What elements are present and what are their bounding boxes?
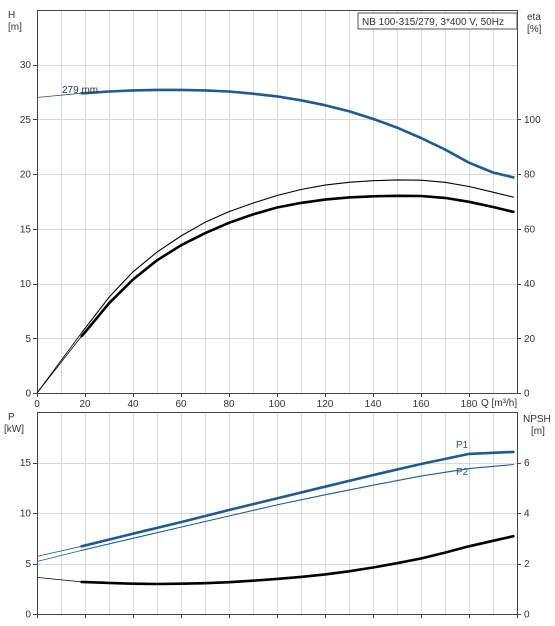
panel2-left-tick-label: 10 xyxy=(20,509,32,520)
chart-title: NB 100-315/279, 3*400 V, 50Hz xyxy=(362,17,504,28)
label-layer: NB 100-315/279, 3*400 V, 50Hz H [m] eta … xyxy=(4,10,551,478)
panel1-x-tick-label: 60 xyxy=(175,399,187,410)
panel2-left-tick-label: 0 xyxy=(25,610,31,621)
panel1-left-tick-label: 30 xyxy=(20,60,32,71)
panel1-x-tick-label: 120 xyxy=(317,399,334,410)
panel2-right-tick-label: 0 xyxy=(524,610,530,621)
panel1-left-tick-label: 25 xyxy=(20,115,32,126)
panel1-series-1-line xyxy=(81,179,514,334)
panel2-series-0-extension xyxy=(36,545,82,557)
panel1-series-2-line xyxy=(80,194,515,338)
p2-series-label: P2 xyxy=(456,467,469,478)
panel2-right-tick-label: 4 xyxy=(524,509,530,520)
panel1-left-tick-label: 20 xyxy=(20,170,32,181)
panel2-series-1-extension xyxy=(36,550,82,562)
p-axis-label: P xyxy=(8,412,15,423)
panel1-series-0-line xyxy=(80,88,515,179)
panel1-right-tick-label: 0 xyxy=(524,389,530,400)
panel1-x-tick-label: 20 xyxy=(79,399,91,410)
panel1-x-tick-label: 0 xyxy=(34,399,40,410)
panel1-x-tick-label: 100 xyxy=(269,399,286,410)
panel1-series-0-extension xyxy=(36,92,82,98)
panel1-left-tick-label: 10 xyxy=(20,279,32,290)
panel2-series-1-line xyxy=(81,463,514,551)
grid-layer xyxy=(37,10,518,615)
impeller-diameter-label: 279 mm xyxy=(62,85,98,96)
panel1-x-tick-label: 180 xyxy=(461,399,478,410)
series-layer xyxy=(36,88,515,586)
panel2-series-2-line xyxy=(80,534,515,586)
panel1-x-tick-label: 80 xyxy=(223,399,235,410)
eta-axis-unit: [%] xyxy=(527,24,542,35)
panel2-right-tick-label: 6 xyxy=(524,458,530,469)
chart-title-box xyxy=(357,12,518,30)
panel2-left-tick-label: 5 xyxy=(25,559,31,570)
panel1-right-tick-label: 20 xyxy=(524,334,536,345)
eta-axis-label: eta xyxy=(527,12,541,23)
panel1-x-tick-label: 140 xyxy=(365,399,382,410)
npsh-axis-unit: [m] xyxy=(531,426,545,437)
panel1-left-tick-label: 5 xyxy=(25,334,31,345)
p-axis-unit: [kW] xyxy=(4,424,24,435)
npsh-axis-label: NPSH xyxy=(523,414,551,425)
panel1-x-tick-label: 40 xyxy=(127,399,139,410)
p1-series-label: P1 xyxy=(456,440,469,451)
panel2-series-0-line xyxy=(80,450,515,548)
panel1-x-tick-label: 160 xyxy=(413,399,430,410)
q-axis-label: Q [m³/h] xyxy=(481,398,517,409)
panel1-right-tick-label: 60 xyxy=(524,224,536,235)
panel1-series-2-extension xyxy=(36,335,82,394)
panel1-left-tick-label: 15 xyxy=(20,224,32,235)
panel1-right-tick-label: 40 xyxy=(524,279,536,290)
h-axis-unit: [m] xyxy=(8,22,22,33)
panel2-series-2-extension xyxy=(36,577,82,583)
panel2-left-tick-label: 15 xyxy=(20,458,32,469)
panel1-right-tick-label: 100 xyxy=(524,115,541,126)
h-axis-label: H xyxy=(8,10,15,21)
panel1-right-tick-label: 80 xyxy=(524,170,536,181)
panel1-left-tick-label: 0 xyxy=(25,389,31,400)
panel2-right-tick-label: 2 xyxy=(524,559,530,570)
